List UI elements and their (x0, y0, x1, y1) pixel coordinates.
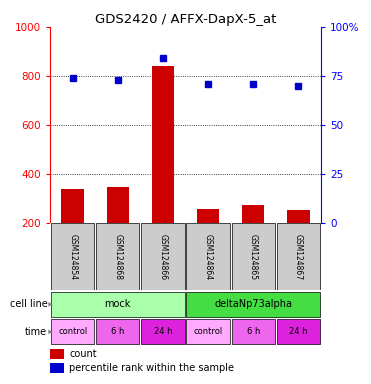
Bar (50, 362, 64, 373)
Bar (186, 223, 230, 290)
Bar (141, 319, 185, 344)
Text: GSM124865: GSM124865 (249, 234, 258, 280)
Text: GSM124866: GSM124866 (158, 234, 167, 280)
Bar (186, 292, 320, 317)
Text: GSM124867: GSM124867 (294, 234, 303, 280)
Bar (50, 349, 64, 359)
Text: deltaNp73alpha: deltaNp73alpha (214, 299, 292, 309)
Text: cell line: cell line (10, 299, 47, 309)
Bar (186, 319, 230, 344)
Bar (106, 187, 129, 223)
Title: GDS2420 / AFFX-DapX-5_at: GDS2420 / AFFX-DapX-5_at (95, 13, 276, 26)
Bar (141, 223, 185, 290)
Text: mock: mock (105, 299, 131, 309)
Text: control: control (58, 328, 87, 336)
Text: 6 h: 6 h (246, 328, 260, 336)
Text: control: control (193, 328, 223, 336)
Text: GSM124854: GSM124854 (68, 234, 77, 280)
Bar (61, 189, 84, 223)
Bar (197, 209, 219, 223)
Bar (96, 319, 139, 344)
Text: percentile rank within the sample: percentile rank within the sample (69, 363, 234, 373)
Text: time: time (25, 327, 47, 337)
Bar (51, 319, 94, 344)
Text: GSM124864: GSM124864 (204, 234, 213, 280)
Bar (232, 319, 275, 344)
Text: GSM124868: GSM124868 (113, 234, 122, 280)
Bar (277, 223, 320, 290)
Text: 24 h: 24 h (154, 328, 172, 336)
Bar (277, 319, 320, 344)
Bar (232, 223, 275, 290)
Bar (152, 66, 174, 223)
Text: 6 h: 6 h (111, 328, 125, 336)
Text: count: count (69, 349, 97, 359)
Bar (96, 223, 139, 290)
Text: 24 h: 24 h (289, 328, 308, 336)
Bar (51, 292, 185, 317)
Bar (287, 210, 310, 223)
Bar (51, 223, 94, 290)
Bar (242, 205, 265, 223)
